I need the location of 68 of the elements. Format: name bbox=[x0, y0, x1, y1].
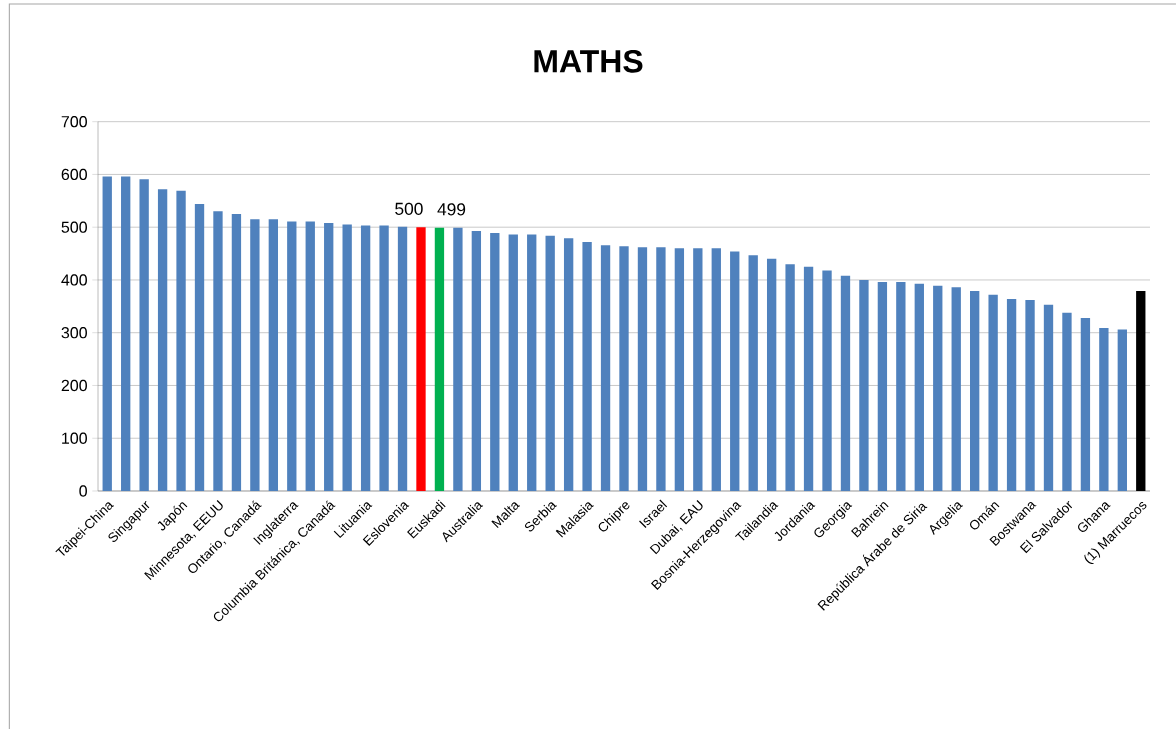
bar bbox=[360, 225, 371, 491]
bar bbox=[803, 266, 814, 491]
y-tick-label: 600 bbox=[61, 168, 87, 181]
bar bbox=[693, 248, 703, 491]
bar bbox=[379, 225, 389, 491]
bar bbox=[970, 291, 980, 491]
bar bbox=[1006, 298, 1017, 491]
bar bbox=[600, 245, 611, 491]
bar bbox=[637, 247, 648, 491]
bar bbox=[766, 258, 777, 491]
bar bbox=[1080, 317, 1091, 491]
bar bbox=[157, 189, 168, 491]
bar bbox=[397, 226, 408, 491]
data-label: 499 bbox=[437, 203, 466, 216]
y-tick-label: 100 bbox=[62, 432, 87, 444]
bar bbox=[619, 246, 629, 491]
y-tick-label: 200 bbox=[61, 379, 87, 392]
y-tick-label: 700 bbox=[61, 116, 87, 128]
bar bbox=[121, 176, 131, 491]
y-tick-label: 500 bbox=[61, 221, 87, 233]
bar bbox=[453, 227, 463, 491]
bar bbox=[582, 241, 592, 491]
bar bbox=[1136, 291, 1146, 491]
bar bbox=[213, 211, 223, 491]
chart-title: MATHS bbox=[534, 50, 643, 73]
bar bbox=[840, 275, 851, 491]
data-label: 500 bbox=[395, 202, 423, 215]
bar bbox=[896, 282, 906, 491]
bar bbox=[1062, 312, 1072, 491]
bar bbox=[434, 227, 445, 491]
bar bbox=[102, 176, 112, 491]
y-tick-label: 400 bbox=[61, 274, 87, 286]
bar bbox=[176, 190, 186, 491]
bar bbox=[822, 270, 832, 491]
bar bbox=[933, 285, 943, 491]
bar bbox=[545, 235, 555, 491]
y-tick-label: 300 bbox=[61, 327, 87, 339]
bar bbox=[342, 224, 352, 491]
bar bbox=[859, 279, 869, 491]
bar bbox=[527, 234, 537, 491]
bar bbox=[1099, 327, 1109, 491]
bar bbox=[231, 214, 242, 491]
bar bbox=[656, 247, 666, 491]
bar bbox=[416, 227, 426, 491]
bar bbox=[730, 251, 740, 491]
bar bbox=[139, 179, 149, 491]
bar bbox=[471, 230, 482, 491]
bar bbox=[1025, 300, 1035, 491]
bar bbox=[508, 234, 518, 491]
bar bbox=[490, 233, 500, 491]
bar bbox=[324, 222, 334, 491]
bar bbox=[563, 238, 574, 491]
bar bbox=[877, 282, 888, 491]
bar bbox=[674, 248, 685, 491]
y-tick-label: 0 bbox=[79, 485, 87, 497]
bar bbox=[748, 255, 758, 491]
bar bbox=[305, 221, 315, 491]
bar bbox=[785, 264, 795, 491]
bar bbox=[711, 248, 721, 491]
bar bbox=[268, 219, 279, 491]
bar bbox=[914, 283, 924, 491]
bar bbox=[1117, 329, 1127, 491]
bar bbox=[287, 221, 297, 491]
bar bbox=[250, 219, 260, 491]
bar bbox=[1043, 304, 1054, 491]
bar bbox=[951, 287, 961, 491]
bar bbox=[194, 203, 205, 491]
bar bbox=[988, 294, 998, 491]
